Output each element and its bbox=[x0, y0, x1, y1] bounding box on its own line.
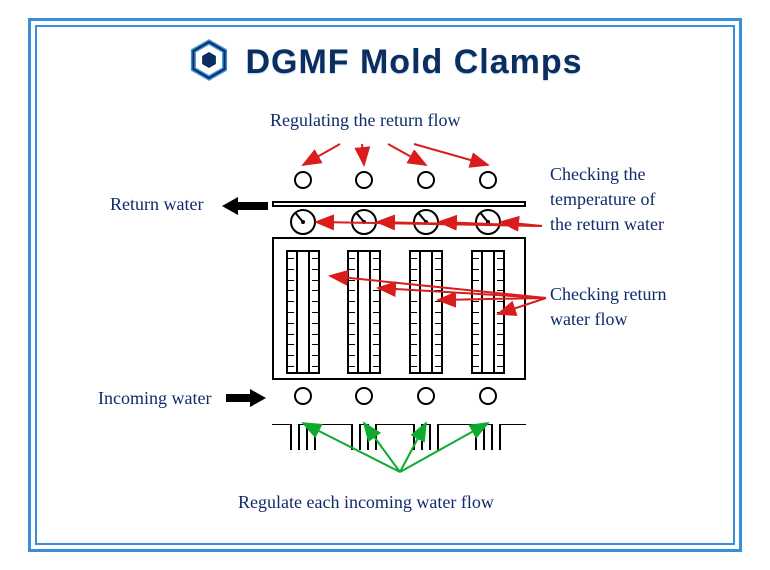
incoming-valve bbox=[479, 387, 497, 405]
pipe-stub bbox=[413, 424, 423, 450]
label-checking-temp: Checking the temperature of the return w… bbox=[550, 162, 664, 238]
incoming-valve bbox=[294, 387, 312, 405]
label-return-water: Return water bbox=[110, 192, 203, 217]
brand-row: DGMF Mold Clamps bbox=[0, 38, 770, 87]
return-valve bbox=[294, 171, 312, 189]
pipe-stub bbox=[306, 424, 316, 450]
pipe-stub bbox=[290, 424, 300, 450]
incoming-valve bbox=[417, 387, 435, 405]
pipe-stub bbox=[367, 424, 377, 450]
label-checking-flow: Checking return water flow bbox=[550, 282, 666, 332]
incoming-valve bbox=[355, 387, 373, 405]
pipe-stub bbox=[429, 424, 439, 450]
pipe-stub bbox=[475, 424, 485, 450]
pipe-stub bbox=[351, 424, 361, 450]
label-regulate-incoming: Regulate each incoming water flow bbox=[238, 490, 494, 515]
brand-logo-icon bbox=[187, 38, 231, 87]
pipe-stub bbox=[491, 424, 501, 450]
return-valve bbox=[479, 171, 497, 189]
return-valve bbox=[355, 171, 373, 189]
return-valve bbox=[417, 171, 435, 189]
label-incoming-water: Incoming water bbox=[98, 386, 211, 411]
label-regulating-return: Regulating the return flow bbox=[270, 108, 460, 133]
diagram-canvas: DGMF Mold Clamps Regulating the return f… bbox=[0, 0, 770, 570]
brand-title: DGMF Mold Clamps bbox=[245, 43, 582, 82]
